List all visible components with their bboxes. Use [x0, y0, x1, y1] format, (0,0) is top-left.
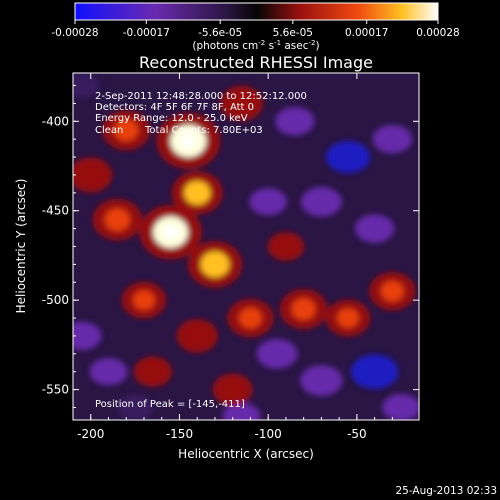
- energy-range-label: Energy Range: 12.0 - 25.0 keV: [95, 113, 248, 124]
- y-tick-label: -400: [42, 114, 69, 128]
- negative-source-blob: [301, 186, 342, 217]
- colorbar-strip: [74, 2, 439, 21]
- negative-source-blob: [73, 321, 102, 351]
- negative-source-blob: [326, 141, 371, 174]
- negative-source-blob: [256, 339, 298, 369]
- negative-source-blob: [372, 124, 412, 154]
- source-blob: [278, 239, 294, 254]
- negative-source-blob: [355, 214, 395, 243]
- image-layer: [73, 73, 419, 420]
- source-blob: [80, 165, 101, 185]
- negative-source-blob: [382, 393, 419, 420]
- negative-source-blob: [249, 188, 287, 216]
- y-tick-label: -500: [42, 293, 69, 307]
- colorbar-tick-label: 0.00017: [345, 27, 388, 39]
- source-blob: [200, 251, 230, 278]
- source-core: [163, 225, 178, 240]
- source-blob: [223, 381, 242, 398]
- source-blob: [239, 307, 262, 329]
- axis-ticks: -200 -150 -100 -50 -550 -500 -450 -400: [42, 73, 419, 441]
- negative-source-blob: [300, 365, 343, 397]
- source-blob: [231, 94, 252, 113]
- colorbar-tick-label: -0.00017: [123, 27, 170, 39]
- footer-timestamp: 25-Aug-2013 02:33: [395, 485, 497, 497]
- source-blob: [114, 119, 139, 142]
- source-blob: [291, 298, 316, 320]
- negative-source-blob: [89, 358, 128, 386]
- negative-source-blob: [351, 354, 399, 389]
- x-tick-label: -100: [255, 427, 282, 441]
- colorbar-ticks: -0.00028 -0.00017 -5.6e-05 5.6e-05 0.00017 0.…: [51, 20, 460, 39]
- negative-source-blob: [222, 402, 261, 420]
- y-tick-label: -550: [42, 383, 69, 397]
- source-blob: [104, 208, 130, 232]
- negative-source-blob: [73, 73, 100, 98]
- negative-source-blob: [275, 107, 315, 136]
- x-tick-label: -150: [166, 427, 193, 441]
- algorithm-label: Clean: [95, 125, 123, 136]
- chart-title: Reconstructed RHESSI Image: [139, 53, 373, 72]
- colorbar-tick-label: 5.6e-05: [273, 27, 313, 39]
- y-axis-label: Heliocentric Y (arcsec): [14, 179, 28, 314]
- source-blob: [133, 290, 155, 310]
- source-blob: [380, 280, 404, 302]
- detectors-label: Detectors: 4F 5F 6F 7F 8F, Att 0: [95, 102, 254, 113]
- source-blob: [337, 308, 359, 328]
- source-blob: [187, 327, 207, 345]
- heatmap-blobs: [73, 73, 419, 420]
- source-blob: [144, 364, 162, 380]
- x-tick-label: -50: [347, 427, 367, 441]
- colorbar-unit-label: (photons cm-2 s-1 asec-2): [192, 39, 319, 52]
- source-core: [181, 133, 196, 148]
- annotations: 2-Sep-2011 12:48:28.000 to 12:52:12.000 …: [95, 91, 307, 410]
- peak-position-label: Position of Peak = [-145,-411]: [95, 399, 245, 410]
- colorbar-tick-label: -5.6e-05: [198, 27, 242, 39]
- time-range-label: 2-Sep-2011 12:48:28.000 to 12:52:12.000: [95, 91, 307, 102]
- total-counts-label: Total Counts: 7.80E+03: [144, 125, 263, 136]
- negative-source-blob: [117, 394, 154, 420]
- colorbar: -0.00028 -0.00017 -5.6e-05 5.6e-05 0.00017 0.…: [51, 2, 460, 52]
- y-tick-label: -450: [42, 204, 69, 218]
- source-blob: [184, 180, 211, 205]
- colorbar-tick-label: -0.00028: [51, 27, 98, 39]
- colorbar-tick-label: 0.00028: [416, 27, 459, 39]
- x-axis-label: Heliocentric X (arcsec): [178, 447, 314, 461]
- x-tick-label: -200: [77, 427, 104, 441]
